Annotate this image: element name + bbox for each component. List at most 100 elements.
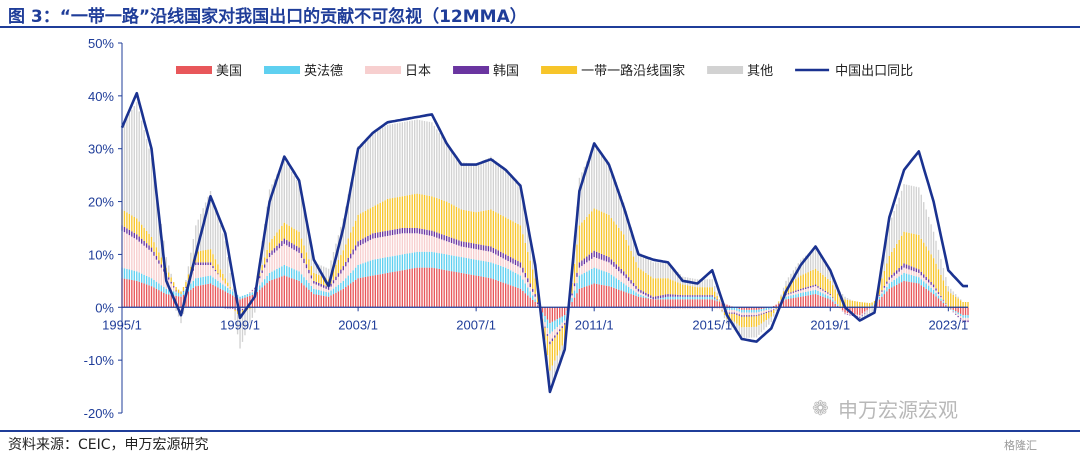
bar-segment [325, 288, 327, 292]
bar-segment [384, 200, 386, 232]
bar-segment [940, 258, 942, 275]
bar-segment [165, 294, 167, 308]
bar-segment [281, 276, 283, 308]
bar-segment [529, 291, 531, 298]
bar-segment [522, 290, 524, 308]
bar-segment [490, 262, 492, 279]
bar-segment [271, 184, 273, 240]
bar-segment [455, 155, 458, 207]
bar-segment [158, 260, 160, 264]
bar-segment [266, 258, 268, 263]
bar-segment [625, 239, 627, 275]
bar-segment [723, 312, 726, 316]
bar-segment [677, 299, 679, 308]
bar-segment [714, 291, 716, 298]
bar-segment [441, 234, 443, 240]
bar-segment [153, 287, 155, 308]
legend-swatch [453, 66, 490, 74]
bar-segment [790, 298, 792, 308]
bar-segment [163, 271, 165, 288]
bar-segment [615, 288, 617, 308]
bar-segment [630, 250, 632, 281]
bar-segment [910, 282, 913, 308]
bar-segment [714, 285, 716, 292]
bar-segment [544, 316, 546, 323]
bar-segment [214, 279, 217, 287]
bar-segment [731, 313, 733, 321]
bar-segment [214, 271, 217, 280]
bar-segment [583, 166, 586, 220]
bar-segment [701, 307, 704, 309]
bar-segment [733, 307, 736, 310]
bar-segment [421, 234, 423, 252]
bar-segment [871, 307, 873, 313]
bar-segment [701, 287, 704, 296]
bar-segment [768, 311, 770, 313]
bar-segment [428, 230, 431, 236]
bar-segment [546, 319, 549, 328]
bar-segment [487, 277, 490, 308]
bar-segment [669, 296, 672, 300]
bar-segment [340, 269, 342, 274]
bar-segment [915, 268, 918, 273]
bar-segment [337, 276, 340, 285]
bar-segment [470, 211, 472, 243]
bar-segment [426, 229, 428, 236]
bar-segment [962, 302, 964, 308]
bar-segment [962, 320, 964, 323]
bar-segment [123, 268, 126, 279]
bar-segment [325, 291, 327, 297]
bar-segment [588, 260, 590, 271]
bar-segment [605, 213, 608, 257]
bar-segment [172, 286, 175, 288]
bar-segment [603, 271, 605, 286]
bar-segment [829, 299, 831, 308]
bar-segment [763, 308, 765, 311]
bar-segment [809, 287, 812, 291]
bar-segment [347, 285, 349, 308]
bar-segment [827, 295, 829, 299]
bar-segment [327, 296, 330, 308]
bar-segment [251, 290, 254, 293]
bar-segment [795, 279, 797, 291]
bar-segment [672, 280, 674, 295]
bar-segment [227, 257, 229, 283]
bar-segment [126, 268, 128, 280]
bar-segment [908, 281, 910, 308]
bar-segment [482, 276, 485, 308]
bar-segment [620, 231, 622, 269]
bar-segment [551, 321, 554, 332]
bar-segment [923, 287, 925, 308]
bar-segment [288, 277, 290, 308]
bar-segment [261, 272, 263, 283]
bar-segment [743, 316, 745, 328]
bar-segment [458, 245, 460, 257]
bar-segment [908, 185, 910, 233]
bar-segment [632, 290, 635, 295]
bar-segment [745, 315, 748, 317]
bar-segment [266, 283, 268, 308]
bar-segment [763, 310, 765, 313]
bar-segment [445, 241, 448, 255]
bar-segment [487, 209, 490, 247]
bar-segment [293, 175, 295, 229]
bar-segment [595, 257, 598, 269]
bar-segment [517, 274, 519, 288]
bar-segment [512, 258, 514, 264]
bar-segment [209, 275, 212, 284]
bar-segment [254, 294, 256, 308]
bar-segment [714, 307, 716, 309]
bar-segment [832, 299, 834, 302]
bar-segment [807, 272, 809, 287]
bar-segment [455, 272, 458, 308]
bar-segment [620, 268, 622, 274]
bar-segment [642, 291, 645, 295]
x-tick-label: 1999/1 [220, 317, 260, 332]
bar-segment [350, 182, 352, 233]
bar-segment [286, 245, 288, 267]
bar-segment [192, 280, 194, 288]
bar-segment [354, 250, 357, 268]
bar-segment [940, 295, 942, 298]
bar-segment [797, 277, 799, 290]
bar-segment [305, 280, 308, 288]
